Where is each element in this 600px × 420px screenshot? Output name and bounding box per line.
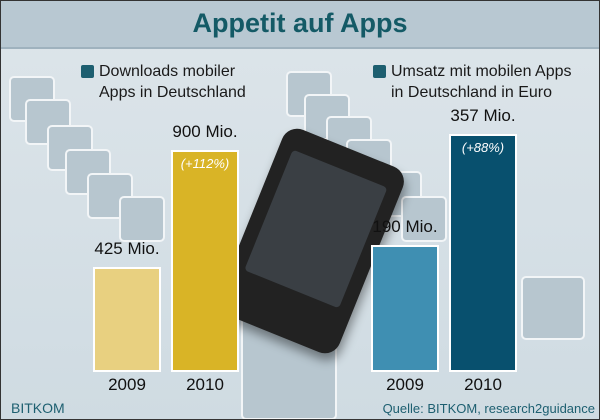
chart-title: Appetit auf Apps bbox=[192, 8, 408, 38]
title-bar: Appetit auf Apps bbox=[1, 1, 599, 49]
legend-swatch bbox=[81, 65, 94, 78]
change-annotation: (+88%) bbox=[461, 140, 505, 155]
bar-2010 bbox=[171, 150, 239, 372]
bar-2010 bbox=[449, 134, 517, 372]
app-icon-decor bbox=[401, 196, 447, 242]
legend-downloads: Downloads mobiler Apps in Deutschland bbox=[81, 61, 269, 103]
x-tick-label: 2010 bbox=[186, 375, 224, 394]
bitkom-logo: BITKOM bbox=[11, 400, 65, 416]
data-label: 190 Mio. bbox=[372, 217, 438, 237]
data-label: 357 Mio. bbox=[450, 106, 516, 125]
x-tick-label: 2009 bbox=[386, 375, 424, 394]
data-label: 900 Mio. bbox=[172, 122, 238, 141]
change-annotation: (+112%) bbox=[180, 156, 230, 171]
legend-revenue: Umsatz mit mobilen Apps in Deutschland i… bbox=[373, 61, 581, 103]
x-tick-label: 2009 bbox=[108, 375, 146, 394]
source-note: Quelle: BITKOM, research2guidance bbox=[382, 401, 595, 416]
x-tick-label: 2010 bbox=[464, 375, 502, 394]
bar-2009 bbox=[371, 245, 439, 372]
legend-swatch bbox=[373, 65, 386, 78]
bar-2009 bbox=[93, 267, 161, 372]
data-label: 425 Mio. bbox=[94, 239, 160, 259]
app-icon-decor bbox=[119, 196, 165, 242]
book-icon bbox=[521, 276, 585, 340]
